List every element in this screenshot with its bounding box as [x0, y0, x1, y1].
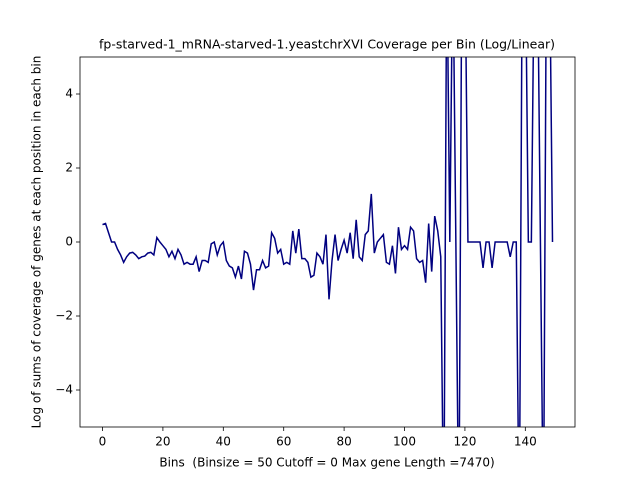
x-tick-label: 100 [393, 435, 416, 449]
x-tick-label: 80 [336, 435, 351, 449]
x-tick-label: 40 [216, 435, 231, 449]
x-axis-label: Bins (Binsize = 50 Cutoff = 0 Max gene L… [159, 456, 494, 470]
y-tick-label: 0 [65, 235, 73, 249]
x-tick-label: 60 [276, 435, 291, 449]
chart-title: fp-starved-1_mRNA-starved-1.yeastchrXVI … [99, 37, 555, 52]
y-axis-label: Log of sums of coverage of genes at each… [30, 56, 44, 429]
plot-frame [79, 56, 576, 428]
x-tick-label: 140 [514, 435, 537, 449]
x-tick-label: 0 [99, 435, 107, 449]
y-tick-label: 2 [65, 161, 73, 175]
y-tick-label: 4 [65, 87, 73, 101]
data-line [102, 57, 554, 427]
x-tick-label: 120 [453, 435, 476, 449]
x-tick-label: 20 [155, 435, 170, 449]
y-tick-label: −4 [55, 383, 73, 397]
y-tick-label: −2 [55, 309, 73, 323]
